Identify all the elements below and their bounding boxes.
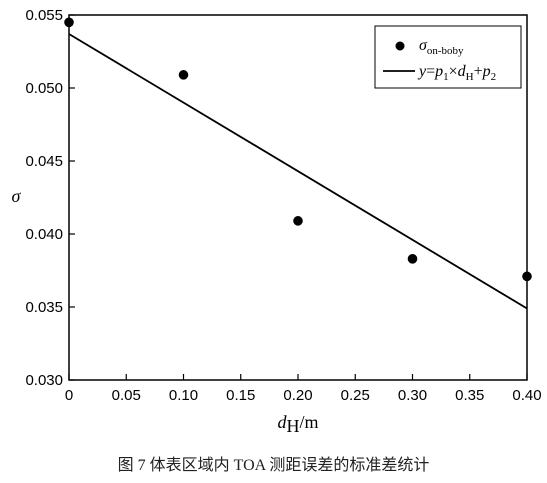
legend-eq-y: y [417,63,427,80]
legend: σon-boby y=p1×dH+p2 [374,25,522,89]
x-tick-label-4: 0.20 [283,387,312,404]
y-tick-label-1: 0.035 [25,299,63,316]
legend-eq-p2: p [482,63,491,80]
data-point-1 [178,70,189,80]
y-tick-label-2: 0.040 [25,226,63,243]
y-axis-label: σ [12,186,22,206]
legend-eq-plus: + [474,63,483,80]
legend-line-label: y=p1×dH+p2 [417,63,496,83]
x-tick-label-5: 0.25 [341,387,370,404]
x-axis-label-sub: H [286,416,299,436]
y-tick-labels: 0.030 0.035 0.040 0.045 0.050 0.055 [25,7,63,389]
y-tick-label-4: 0.050 [25,80,63,97]
legend-points-sub: on-boby [427,45,464,57]
legend-eq-p1: p [434,63,443,80]
legend-points-label: σon-boby [419,37,464,57]
legend-eq-equals: = [426,63,435,80]
figure-caption: 图 7 体表区域内 TOA 测距误差的标准差统计 [117,457,430,474]
legend-eq-times: × [449,63,458,80]
x-axis-label-unit: /m [299,412,318,432]
legend-eq-p1-sub: 1 [443,71,449,83]
legend-eq-d-sub: H [466,71,474,83]
x-tick-label-0: 0 [65,387,73,404]
data-point-3 [407,254,418,264]
y-tick-label-0: 0.030 [25,372,63,389]
x-tick-label-2: 0.10 [169,387,198,404]
x-tick-label-3: 0.15 [226,387,255,404]
y-tick-label-5: 0.055 [25,7,63,24]
legend-eq-d: d [458,63,467,80]
data-point-2 [293,216,303,226]
chart: 0 0.05 0.10 0.15 0.20 0.25 0.30 0.35 0.40 0.0300… [12,7,542,436]
x-tick-label-6: 0.30 [398,387,427,404]
x-tick-label-1: 0.05 [112,387,141,404]
fit-line-group [68,33,528,310]
legend-point-marker [395,41,405,51]
plot-frame [68,14,528,381]
x-axis-label-var: d [277,412,287,432]
x-tick-label-7: 0.35 [455,387,484,404]
y-tick-label-3: 0.045 [25,153,63,170]
x-axis-label: dH/m [277,412,318,436]
x-tick-labels: 0 0.05 0.10 0.15 0.20 0.25 0.30 0.35 0.40 [65,387,542,404]
x-tick-label-8: 0.40 [512,387,541,404]
legend-box [374,25,522,89]
fit-line [68,33,528,310]
legend-points-var: σ [419,37,428,54]
ticks-group [68,14,528,381]
legend-eq-p2-sub: 2 [491,71,497,83]
